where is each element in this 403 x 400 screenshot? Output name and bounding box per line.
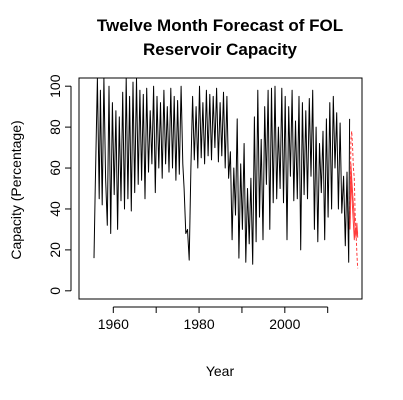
y-axis: 0 20 40 60 80 100 bbox=[47, 74, 72, 295]
x-tick-label-0: 1960 bbox=[98, 316, 129, 332]
y-tick-label-4: 80 bbox=[47, 119, 63, 135]
y-tick-label-1: 20 bbox=[47, 242, 63, 258]
y-tick-label-5: 100 bbox=[47, 74, 63, 98]
x-axis-label: Year bbox=[206, 363, 235, 379]
x-tick-label-2: 1980 bbox=[183, 316, 214, 332]
series-line-bounds-1 bbox=[349, 130, 359, 269]
y-axis-label: Capacity (Percentage) bbox=[8, 120, 24, 259]
x-axis: 1960 1980 2000 bbox=[98, 306, 329, 332]
y-tick-label-2: 40 bbox=[47, 201, 63, 217]
chart-title-line-2: Reservoir Capacity bbox=[143, 40, 298, 59]
series-line-observed-0 bbox=[93, 77, 351, 265]
series-layer bbox=[93, 77, 359, 269]
y-tick-label-3: 60 bbox=[47, 160, 63, 176]
plot-frame bbox=[78, 77, 363, 300]
chart-title-line-1: Twelve Month Forecast of FOL bbox=[97, 16, 343, 35]
plot-area bbox=[78, 77, 363, 300]
y-tick-label-0: 0 bbox=[47, 287, 63, 295]
x-tick-label-4: 2000 bbox=[269, 316, 300, 332]
series-line-forecast-3 bbox=[349, 175, 359, 241]
